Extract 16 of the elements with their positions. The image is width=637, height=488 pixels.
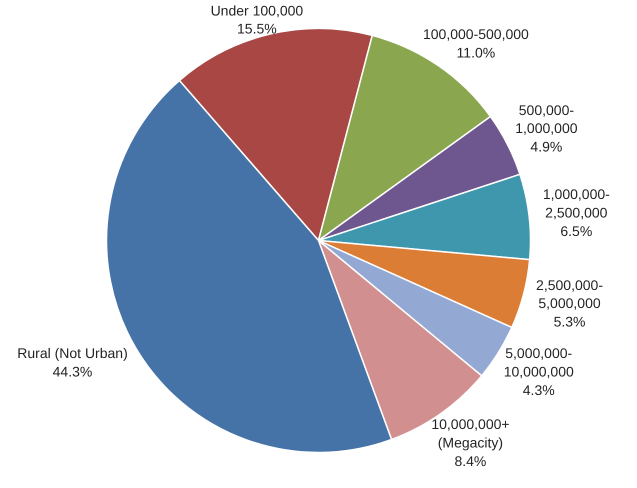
data-label: 5.3% — [554, 314, 586, 330]
data-label: 4.9% — [530, 138, 562, 155]
slice-label: 10,000,000+ (Megacity) — [431, 416, 510, 451]
data-label: 8.4% — [454, 453, 486, 470]
data-label: 44.3% — [52, 363, 92, 380]
data-label: 15.5% — [237, 20, 277, 37]
data-label: 6.5% — [560, 222, 592, 239]
slice-label: 5,000,000- 10,000,000 — [504, 345, 574, 380]
data-label: 4.3% — [522, 382, 555, 398]
slice-label: Under 100,000 — [210, 2, 304, 18]
slice-label: 100,000-500,000 — [422, 26, 530, 42]
data-label: 11.0% — [456, 44, 496, 61]
slice-label: Rural (Not Urban) — [17, 344, 128, 361]
slice-label: 1,000,000- 2,500,000 — [542, 186, 610, 220]
slice-label: 500,000- 1,000,000 — [515, 102, 578, 136]
slice-label: 2,500,000- 5,000,000 — [536, 276, 604, 312]
